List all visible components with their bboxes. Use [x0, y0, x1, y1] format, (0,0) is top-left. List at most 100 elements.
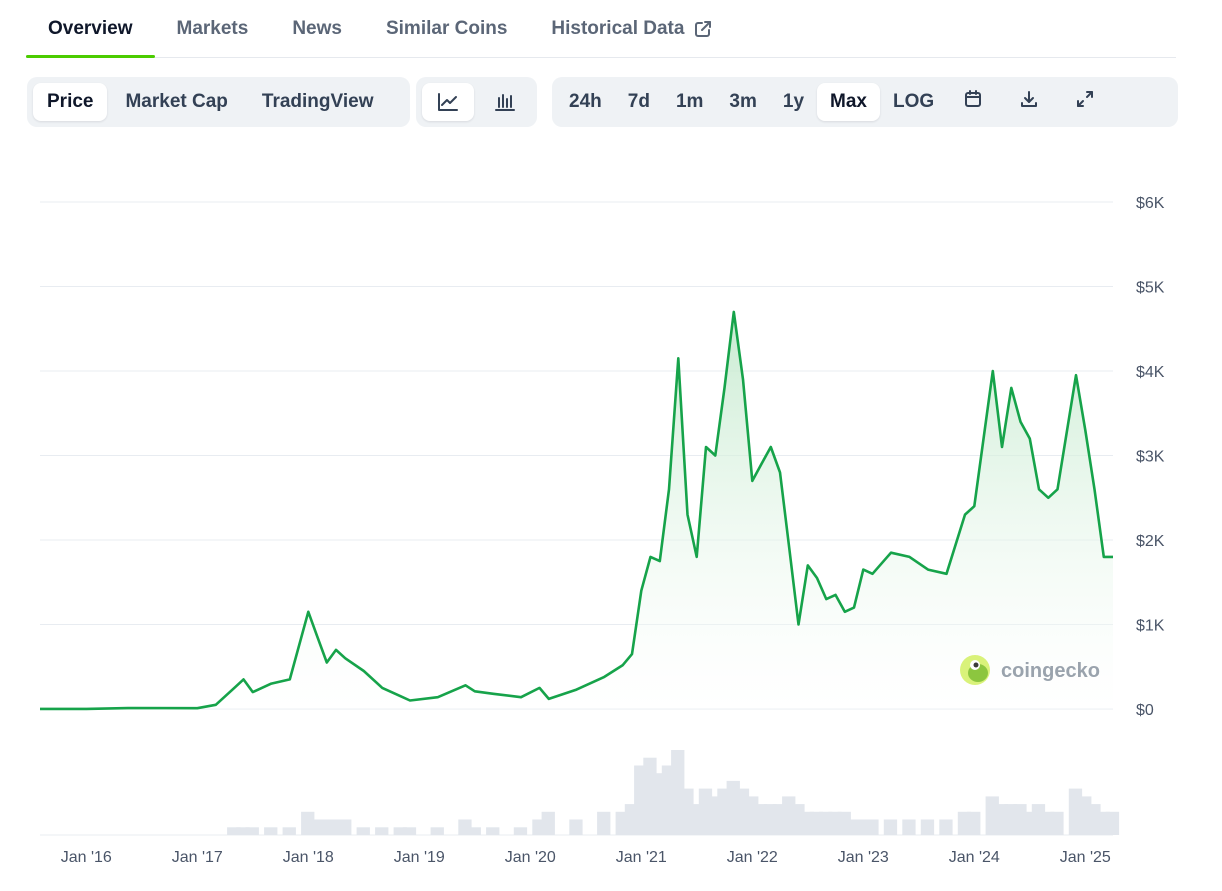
- download-icon: [1019, 89, 1039, 115]
- price-point: [1019, 421, 1021, 423]
- price-point: [751, 480, 753, 482]
- price-point: [714, 454, 716, 456]
- price-point: [964, 513, 966, 515]
- line-chart-button[interactable]: [422, 83, 474, 121]
- range-1y-button[interactable]: 1y: [782, 91, 805, 112]
- price-point: [307, 611, 309, 613]
- price-point: [686, 513, 688, 515]
- x-tick-label: Jan '23: [838, 849, 889, 866]
- tab-markets[interactable]: Markets: [155, 0, 271, 57]
- price-point: [474, 690, 476, 692]
- volume-bar: [393, 827, 407, 835]
- price-point: [862, 568, 864, 570]
- price-point: [797, 623, 799, 625]
- range-7d-button[interactable]: 7d: [627, 91, 650, 112]
- volume-bar: [236, 827, 250, 835]
- fullscreen-button[interactable]: [1061, 83, 1109, 121]
- price-point: [1112, 556, 1114, 558]
- range-max-button[interactable]: Max: [817, 83, 880, 121]
- candlestick-chart-button[interactable]: [479, 83, 531, 121]
- x-tick-label: Jan '22: [727, 849, 778, 866]
- tab-similar-coins[interactable]: Similar Coins: [364, 0, 529, 57]
- price-point: [640, 590, 642, 592]
- price-point: [1075, 374, 1077, 376]
- volume-bar: [486, 827, 500, 835]
- price-point: [603, 676, 605, 678]
- price-point: [270, 682, 272, 684]
- price-point: [696, 556, 698, 558]
- price-point: [252, 691, 254, 693]
- volume-bar: [227, 827, 241, 835]
- price-view-button[interactable]: Price: [33, 83, 108, 121]
- price-point: [233, 687, 235, 689]
- log-scale-button[interactable]: LOG: [892, 91, 935, 112]
- tab-historical-data[interactable]: Historical Data: [529, 0, 735, 57]
- x-tick-label: Jan '25: [1060, 849, 1111, 866]
- price-area: [40, 311, 1113, 709]
- price-point: [622, 664, 624, 666]
- price-point: [1001, 446, 1003, 448]
- price-point: [1056, 488, 1058, 490]
- volume-bar: [569, 819, 583, 835]
- volume-bar: [865, 819, 879, 835]
- coingecko-logo-icon: [960, 655, 990, 685]
- volume-bar: [375, 827, 389, 835]
- range-1m-button[interactable]: 1m: [675, 91, 704, 112]
- range-24h-button[interactable]: 24h: [569, 91, 602, 112]
- price-line: [40, 310, 1113, 711]
- price-point: [825, 598, 827, 600]
- x-tick-label: Jan '18: [283, 849, 334, 866]
- volume-bar: [920, 819, 935, 835]
- price-point: [538, 687, 540, 689]
- chart-style-selector: [416, 77, 537, 127]
- price-point: [1084, 429, 1086, 431]
- download-button[interactable]: [1005, 83, 1053, 121]
- price-point: [807, 564, 809, 566]
- x-tick-label: Jan '20: [505, 849, 556, 866]
- volume-bar: [939, 819, 953, 835]
- price-chart[interactable]: $0$1K$2K$3K$4K$5K$6K Jan '16 Jan '17 Jan '…: [0, 140, 1222, 880]
- price-point: [85, 708, 87, 710]
- price-point: [1093, 488, 1095, 490]
- price-point: [1103, 556, 1105, 558]
- tab-overview[interactable]: Overview: [26, 0, 155, 58]
- y-tick-label: $2K: [1136, 533, 1165, 550]
- price-point: [890, 551, 892, 553]
- volume-bar: [282, 827, 296, 835]
- price-point: [437, 696, 439, 698]
- tradingview-button[interactable]: TradingView: [261, 91, 374, 112]
- price-point: [760, 463, 762, 465]
- price-point: [131, 707, 133, 709]
- price-point: [973, 505, 975, 507]
- price-point: [575, 688, 577, 690]
- volume-bar: [356, 827, 370, 835]
- price-point: [733, 311, 735, 313]
- tab-label: Similar Coins: [385, 17, 508, 39]
- date-picker-button[interactable]: [949, 83, 997, 121]
- volume-bar: [430, 827, 444, 835]
- price-point: [409, 699, 411, 701]
- volume-bar: [541, 811, 555, 835]
- price-point: [705, 446, 707, 448]
- calendar-icon: [963, 89, 983, 115]
- price-point: [381, 687, 383, 689]
- volume-bar: [264, 827, 278, 835]
- market-cap-view-button[interactable]: Market Cap: [125, 91, 228, 112]
- range-3m-button[interactable]: 3m: [729, 91, 757, 112]
- price-point: [834, 594, 836, 596]
- tab-label: News: [292, 17, 342, 39]
- x-tick-label: Jan '21: [616, 849, 667, 866]
- x-tick-label: Jan '17: [172, 849, 223, 866]
- price-point: [289, 678, 291, 680]
- tab-news[interactable]: News: [270, 0, 364, 57]
- price-point: [742, 378, 744, 380]
- volume-bar: [967, 811, 981, 835]
- x-tick-label: Jan '24: [949, 849, 1000, 866]
- price-point: [779, 471, 781, 473]
- price-point: [631, 653, 633, 655]
- view-selector: Price Market Cap TradingView: [27, 77, 410, 127]
- price-point: [677, 357, 679, 359]
- price-point: [992, 370, 994, 372]
- price-point: [908, 556, 910, 558]
- volume-bar: [338, 819, 352, 835]
